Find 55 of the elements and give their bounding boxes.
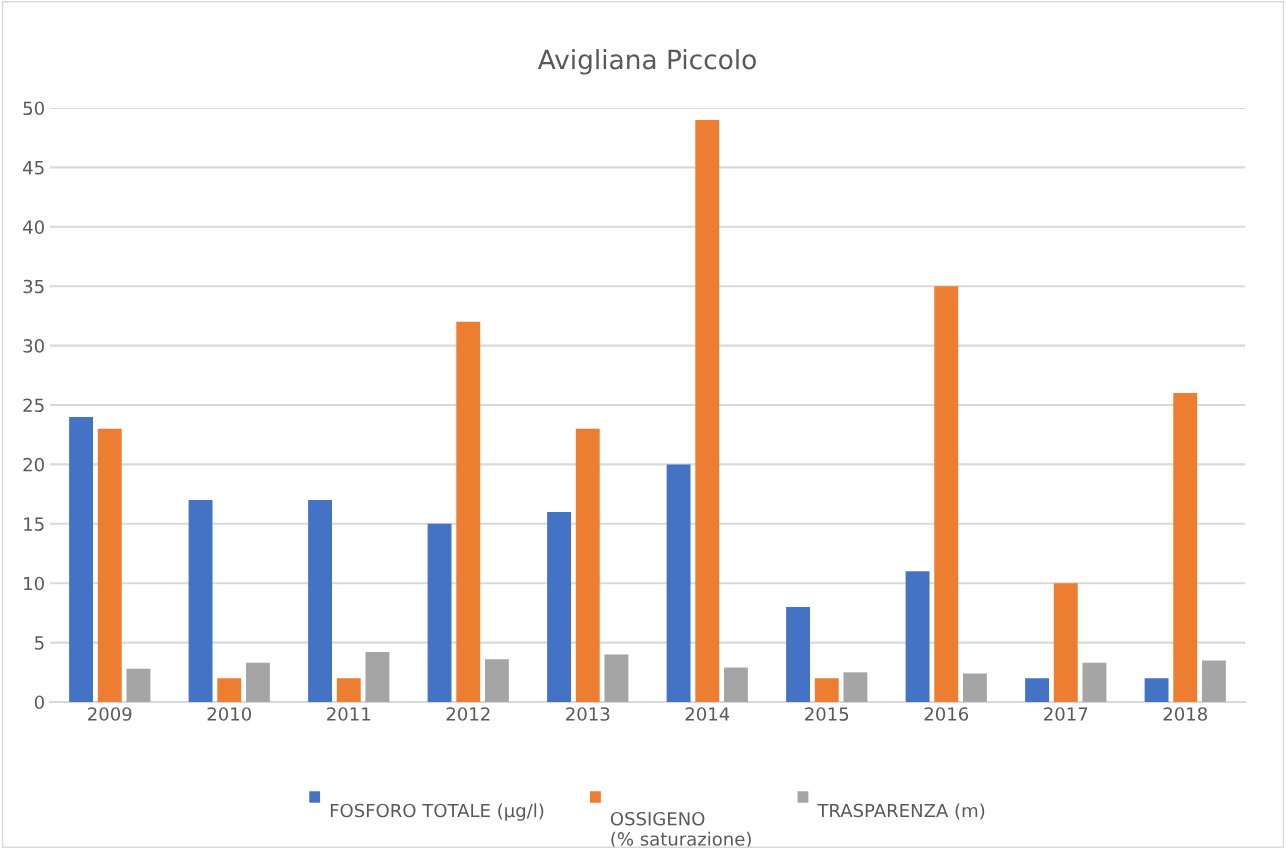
bar (934, 286, 959, 702)
bar (456, 321, 481, 702)
bar (188, 500, 213, 702)
bar (1053, 583, 1078, 702)
bar (308, 500, 333, 702)
bar (786, 606, 811, 702)
y-tick-label: 20 (23, 457, 44, 472)
x-tick-label: 2010 (207, 707, 252, 721)
bar (245, 662, 270, 702)
legend-label: OSSIGENO (% saturazione) (610, 811, 751, 848)
bar (604, 654, 629, 702)
bar (695, 119, 720, 702)
bar (962, 673, 987, 702)
bar (1173, 393, 1198, 702)
x-tick-label: 2016 (924, 707, 969, 721)
legend-label: TRASPARENZA (m) (817, 803, 985, 820)
y-tick-label: 30 (23, 339, 44, 353)
bar (427, 523, 452, 702)
bar (1201, 660, 1226, 702)
bar (365, 652, 390, 702)
bar (843, 672, 868, 702)
bar (336, 678, 361, 702)
bar (217, 678, 242, 702)
bar (905, 571, 930, 702)
x-tick-label: 2018 (1163, 707, 1207, 721)
bar (484, 659, 509, 702)
chart-title: Avigliana Piccolo (537, 49, 756, 75)
bar (1144, 678, 1169, 702)
x-tick-label: 2017 (1044, 707, 1088, 721)
y-tick-label: 0 (34, 695, 44, 710)
bar (69, 416, 94, 702)
bar (1082, 662, 1107, 702)
x-tick-label: 2013 (566, 707, 610, 721)
x-tick-label: 2011 (327, 707, 371, 721)
x-tick-label: 2009 (88, 707, 132, 721)
bar (814, 678, 839, 702)
bar (547, 511, 572, 702)
bar (97, 428, 122, 702)
y-tick-label: 15 (24, 517, 44, 531)
x-tick-label: 2014 (685, 707, 730, 721)
y-tick-label: 40 (23, 220, 44, 234)
bar (723, 667, 748, 702)
legend-label: FOSFORO TOTALE (µg/l) (330, 803, 544, 821)
bar (575, 428, 600, 702)
y-tick-label: 35 (23, 279, 44, 294)
bar (126, 668, 151, 702)
x-tick-label: 2012 (446, 707, 490, 721)
bar (666, 464, 691, 702)
bar (1025, 678, 1050, 702)
y-tick-label: 45 (23, 161, 44, 175)
y-tick-label: 25 (23, 398, 44, 413)
y-tick-label: 10 (24, 576, 44, 591)
x-tick-label: 2015 (805, 707, 849, 721)
y-tick-label: 50 (23, 101, 44, 116)
y-tick-label: 5 (35, 636, 44, 650)
